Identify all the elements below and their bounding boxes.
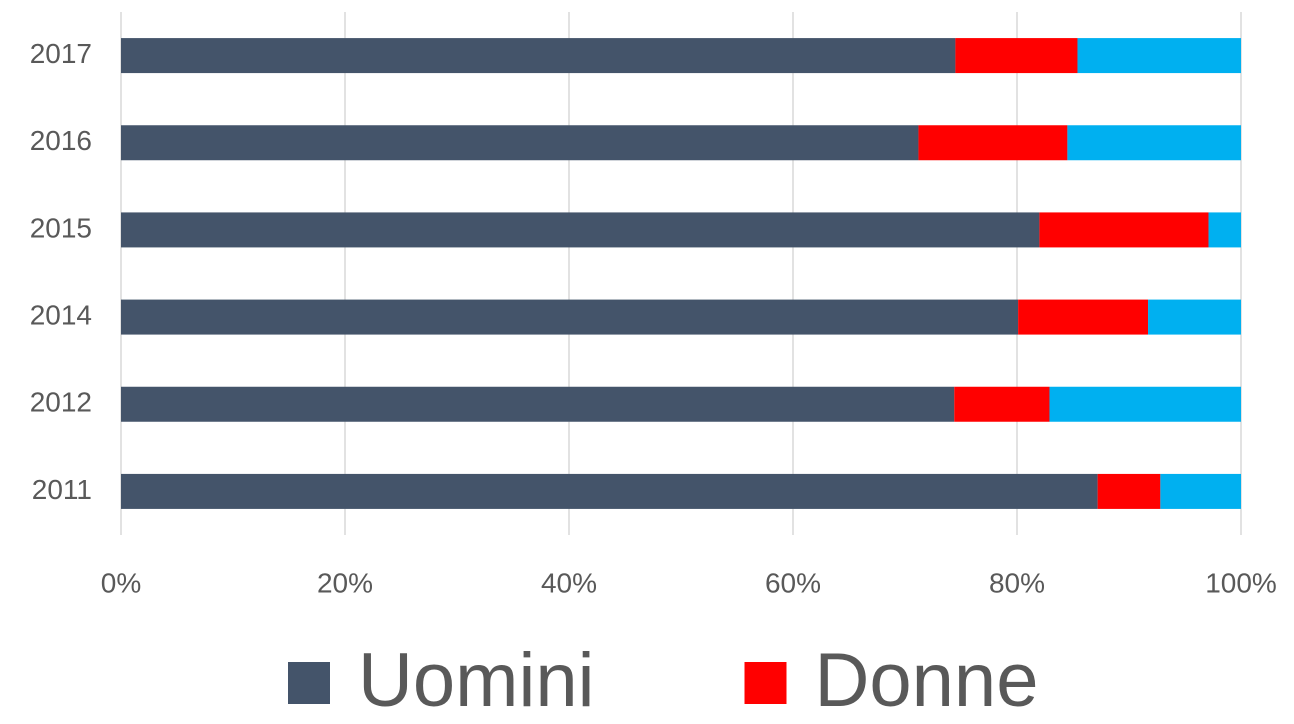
y-tick-label: 2016 — [30, 125, 92, 156]
bar-segment — [1018, 299, 1149, 335]
legend-label: Uomini — [358, 638, 595, 719]
bar-segment — [954, 386, 1050, 422]
y-tick-label: 2012 — [30, 387, 92, 418]
bar-segment — [121, 473, 1098, 509]
x-tick-label: 60% — [765, 567, 821, 598]
x-tick-label: 80% — [989, 567, 1045, 598]
bar-segment — [1077, 38, 1241, 74]
bar-segment — [121, 386, 955, 422]
bar-segment — [1160, 473, 1241, 509]
legend-label: Donne — [815, 638, 1039, 719]
y-tick-label: 2011 — [32, 474, 92, 505]
bar-segment — [121, 125, 919, 161]
legend-swatch — [744, 662, 787, 704]
x-tick-label: 100% — [1205, 567, 1277, 598]
bar-segment — [1097, 473, 1161, 509]
bar-segment — [955, 38, 1078, 74]
bar-segment — [1148, 299, 1241, 335]
bar-segment — [1067, 125, 1241, 161]
legend-swatch — [288, 662, 330, 704]
x-tick-label: 0% — [101, 567, 141, 598]
x-tick-label: 20% — [317, 567, 373, 598]
bar-segment — [1049, 386, 1241, 422]
y-tick-label: 2014 — [30, 299, 92, 330]
bar-segment — [121, 299, 1019, 335]
bar-segment — [918, 125, 1068, 161]
bar-segment — [121, 212, 1040, 248]
bar-segment — [1208, 212, 1241, 248]
x-tick-label: 40% — [541, 567, 597, 598]
bar-segment — [121, 38, 956, 74]
y-tick-label: 2017 — [30, 38, 92, 69]
bar-segment — [1039, 212, 1209, 248]
y-tick-label: 2015 — [30, 212, 92, 243]
